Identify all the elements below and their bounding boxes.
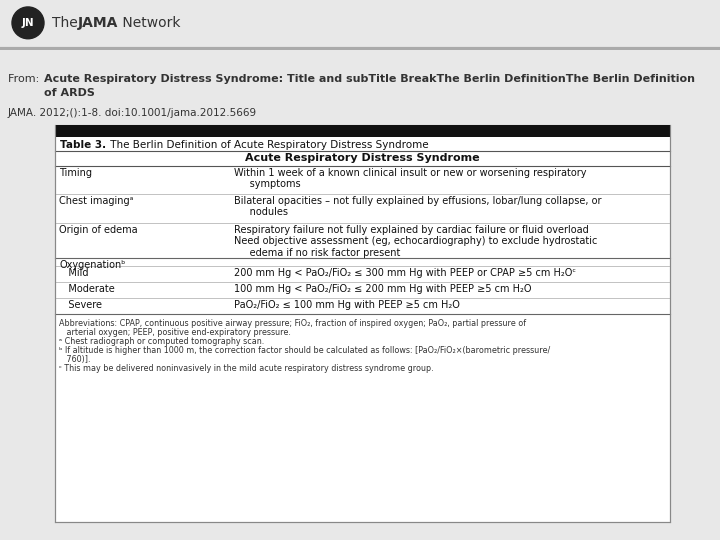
Bar <box>55 125 670 522</box>
Text: JAMA. 2012;():1-8. doi:10.1001/jama.2012.5669: JAMA. 2012;():1-8. doi:10.1001/jama.2012… <box>8 107 257 118</box>
Text: Moderate: Moderate <box>59 284 114 294</box>
Text: Oxygenationᵇ: Oxygenationᵇ <box>59 260 125 270</box>
Text: JAMA: JAMA <box>78 16 118 30</box>
Text: 100 mm Hg < PaO₂/FiO₂ ≤ 200 mm Hg with PEEP ≥5 cm H₂O: 100 mm Hg < PaO₂/FiO₂ ≤ 200 mm Hg with P… <box>234 284 531 294</box>
Text: JN: JN <box>22 18 35 28</box>
Text: ᶜ This may be delivered noninvasively in the mild acute respiratory distress syn: ᶜ This may be delivered noninvasively in… <box>59 364 433 373</box>
Text: Table 3.: Table 3. <box>60 140 106 150</box>
Text: PaO₂/FiO₂ ≤ 100 mm Hg with PEEP ≥5 cm H₂O: PaO₂/FiO₂ ≤ 100 mm Hg with PEEP ≥5 cm H₂… <box>234 300 460 310</box>
Text: 200 mm Hg < PaO₂/FiO₂ ≤ 300 mm Hg with PEEP or CPAP ≥5 cm H₂Oᶜ: 200 mm Hg < PaO₂/FiO₂ ≤ 300 mm Hg with P… <box>234 268 576 278</box>
Text: From:: From: <box>8 73 42 84</box>
Text: Acute Respiratory Distress Syndrome: Title and subTitle BreakThe Berlin Definiti: Acute Respiratory Distress Syndrome: Tit… <box>44 73 695 84</box>
Text: Bilateral opacities – not fully explained by effusions, lobar/lung collapse, or
: Bilateral opacities – not fully explaine… <box>234 196 601 218</box>
Text: Severe: Severe <box>59 300 102 310</box>
Text: Timing: Timing <box>59 168 92 178</box>
Text: Abbreviations: CPAP, continuous positive airway pressure; FiO₂, fraction of insp: Abbreviations: CPAP, continuous positive… <box>59 319 526 328</box>
Text: Respiratory failure not fully explained by cardiac failure or fluid overload
Nee: Respiratory failure not fully explained … <box>234 225 598 258</box>
Text: 760)].: 760)]. <box>59 355 91 364</box>
Bar <box>55 125 670 137</box>
Text: Mild: Mild <box>59 268 89 278</box>
Text: Within 1 week of a known clinical insult or new or worsening respiratory
     sy: Within 1 week of a known clinical insult… <box>234 168 587 190</box>
Circle shape <box>12 7 44 39</box>
Text: ᵇ If altitude is higher than 1000 m, the correction factor should be calculated : ᵇ If altitude is higher than 1000 m, the… <box>59 346 550 355</box>
Text: The Berlin Definition of Acute Respiratory Distress Syndrome: The Berlin Definition of Acute Respirato… <box>107 140 428 150</box>
Text: Chest imagingᵃ: Chest imagingᵃ <box>59 196 133 206</box>
Text: arterial oxygen; PEEP, positive end-expiratory pressure.: arterial oxygen; PEEP, positive end-expi… <box>59 328 291 337</box>
Text: Origin of edema: Origin of edema <box>59 225 138 235</box>
Text: The: The <box>52 16 82 30</box>
Text: of ARDS: of ARDS <box>44 87 95 98</box>
Text: Acute Respiratory Distress Syndrome: Acute Respiratory Distress Syndrome <box>246 153 480 163</box>
Text: ᵃ Chest radiograph or computed tomography scan.: ᵃ Chest radiograph or computed tomograph… <box>59 337 264 346</box>
Text: Network: Network <box>118 16 181 30</box>
